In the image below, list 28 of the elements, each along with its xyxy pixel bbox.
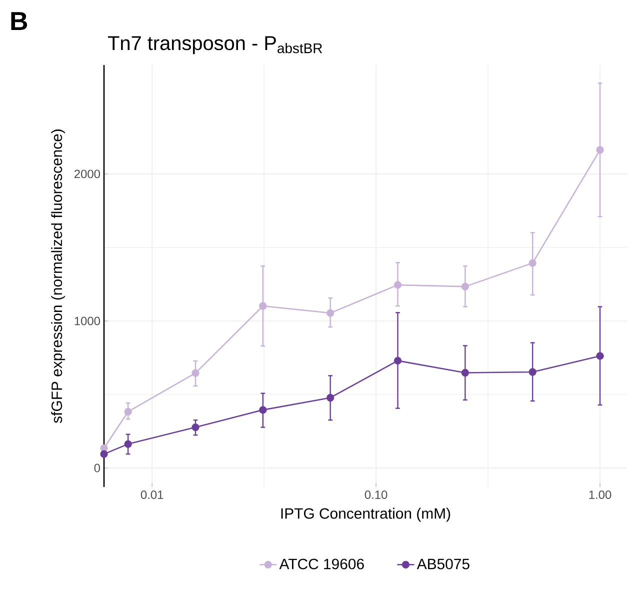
- x-axis-title: IPTG Concentration (mM): [281, 508, 450, 522]
- chart-title: Tn7 transposon - P$_{abstBR}$: [108, 36, 322, 54]
- point: [596, 146, 604, 154]
- point: [124, 440, 132, 448]
- point: [192, 423, 200, 432]
- x-tick-label: 1.00: [589, 490, 612, 499]
- point: [461, 368, 470, 377]
- point: [259, 406, 267, 414]
- x-tick-label: 0.10: [364, 490, 388, 499]
- point: [124, 408, 132, 416]
- point: [326, 394, 334, 402]
- x-tick-label: 0.01: [140, 490, 164, 499]
- point: [461, 282, 470, 290]
- point: [259, 302, 267, 310]
- point: [528, 259, 536, 267]
- point: [326, 309, 334, 317]
- text: B: [11, 12, 28, 30]
- legend-label: AB5075: [416, 558, 470, 570]
- y-tick-label: 2000: [74, 170, 100, 178]
- point: [394, 356, 402, 365]
- point: [394, 281, 402, 289]
- y-tick-label: 1000: [74, 316, 100, 326]
- legend-label: ATCC 19606: [279, 558, 364, 570]
- point: [596, 352, 604, 360]
- point: [528, 368, 536, 376]
- point: [192, 369, 200, 377]
- y-tick-label: 0: [94, 464, 100, 472]
- y-axis-title: sfGFP expression (normalized fluorescence): [51, 130, 66, 423]
